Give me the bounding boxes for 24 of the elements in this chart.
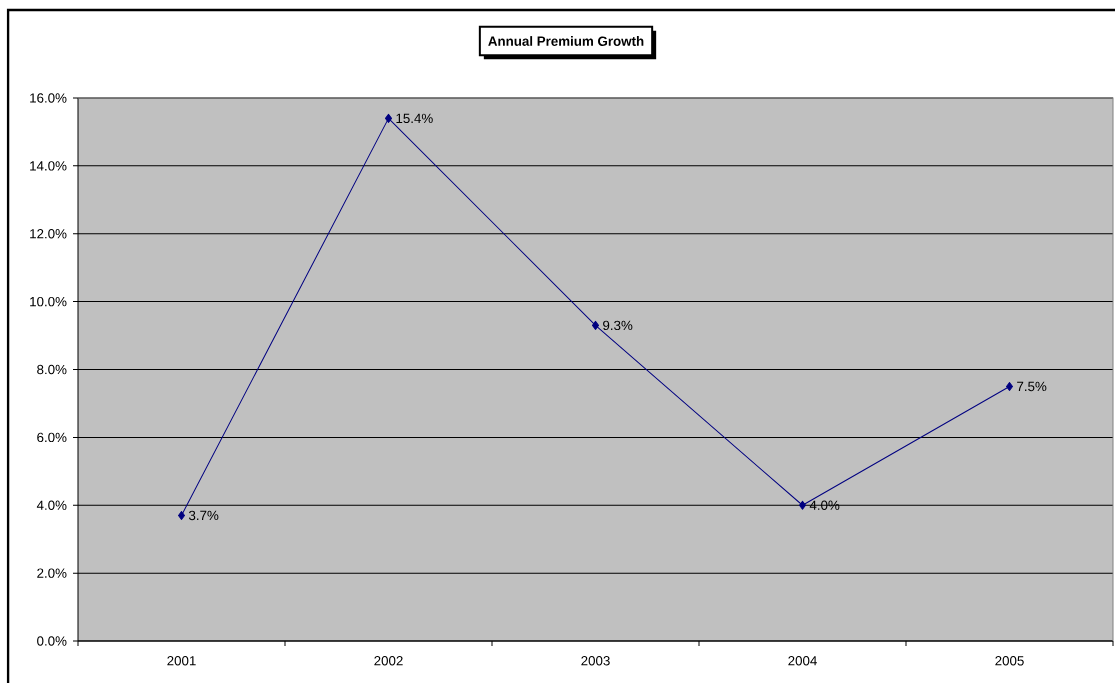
chart-title: Annual Premium Growth [488, 36, 644, 46]
x-tick-label: 2003 [581, 656, 610, 666]
y-tick-label: 12.0% [30, 229, 67, 239]
point [799, 500, 806, 510]
x-tick-label: 2002 [374, 656, 403, 666]
data-label: 15.4% [396, 113, 433, 124]
data-label: 7.5% [1017, 381, 1047, 392]
data-label: 3.7% [188, 510, 219, 521]
point [385, 113, 392, 123]
y-tick-label: 10.0% [30, 296, 67, 307]
point [592, 320, 599, 330]
x-tick-label: 2001 [167, 656, 196, 666]
y-tick-label: 4.0% [36, 500, 67, 510]
x-tick-label: 2004 [788, 656, 817, 666]
y-tick-label: 16.0% [30, 93, 67, 103]
y-tick-label: 2.0% [37, 568, 67, 578]
x-tick-label: 2005 [995, 656, 1024, 666]
point [178, 510, 185, 520]
y-tick-label: 14.0% [30, 161, 67, 171]
point [1006, 381, 1013, 391]
y-tick-label: 8.0% [37, 364, 67, 375]
y-tick-label: 0.0% [37, 636, 67, 646]
data-label: 9.3% [603, 320, 633, 331]
y-tick-label: 6.0% [37, 432, 67, 443]
